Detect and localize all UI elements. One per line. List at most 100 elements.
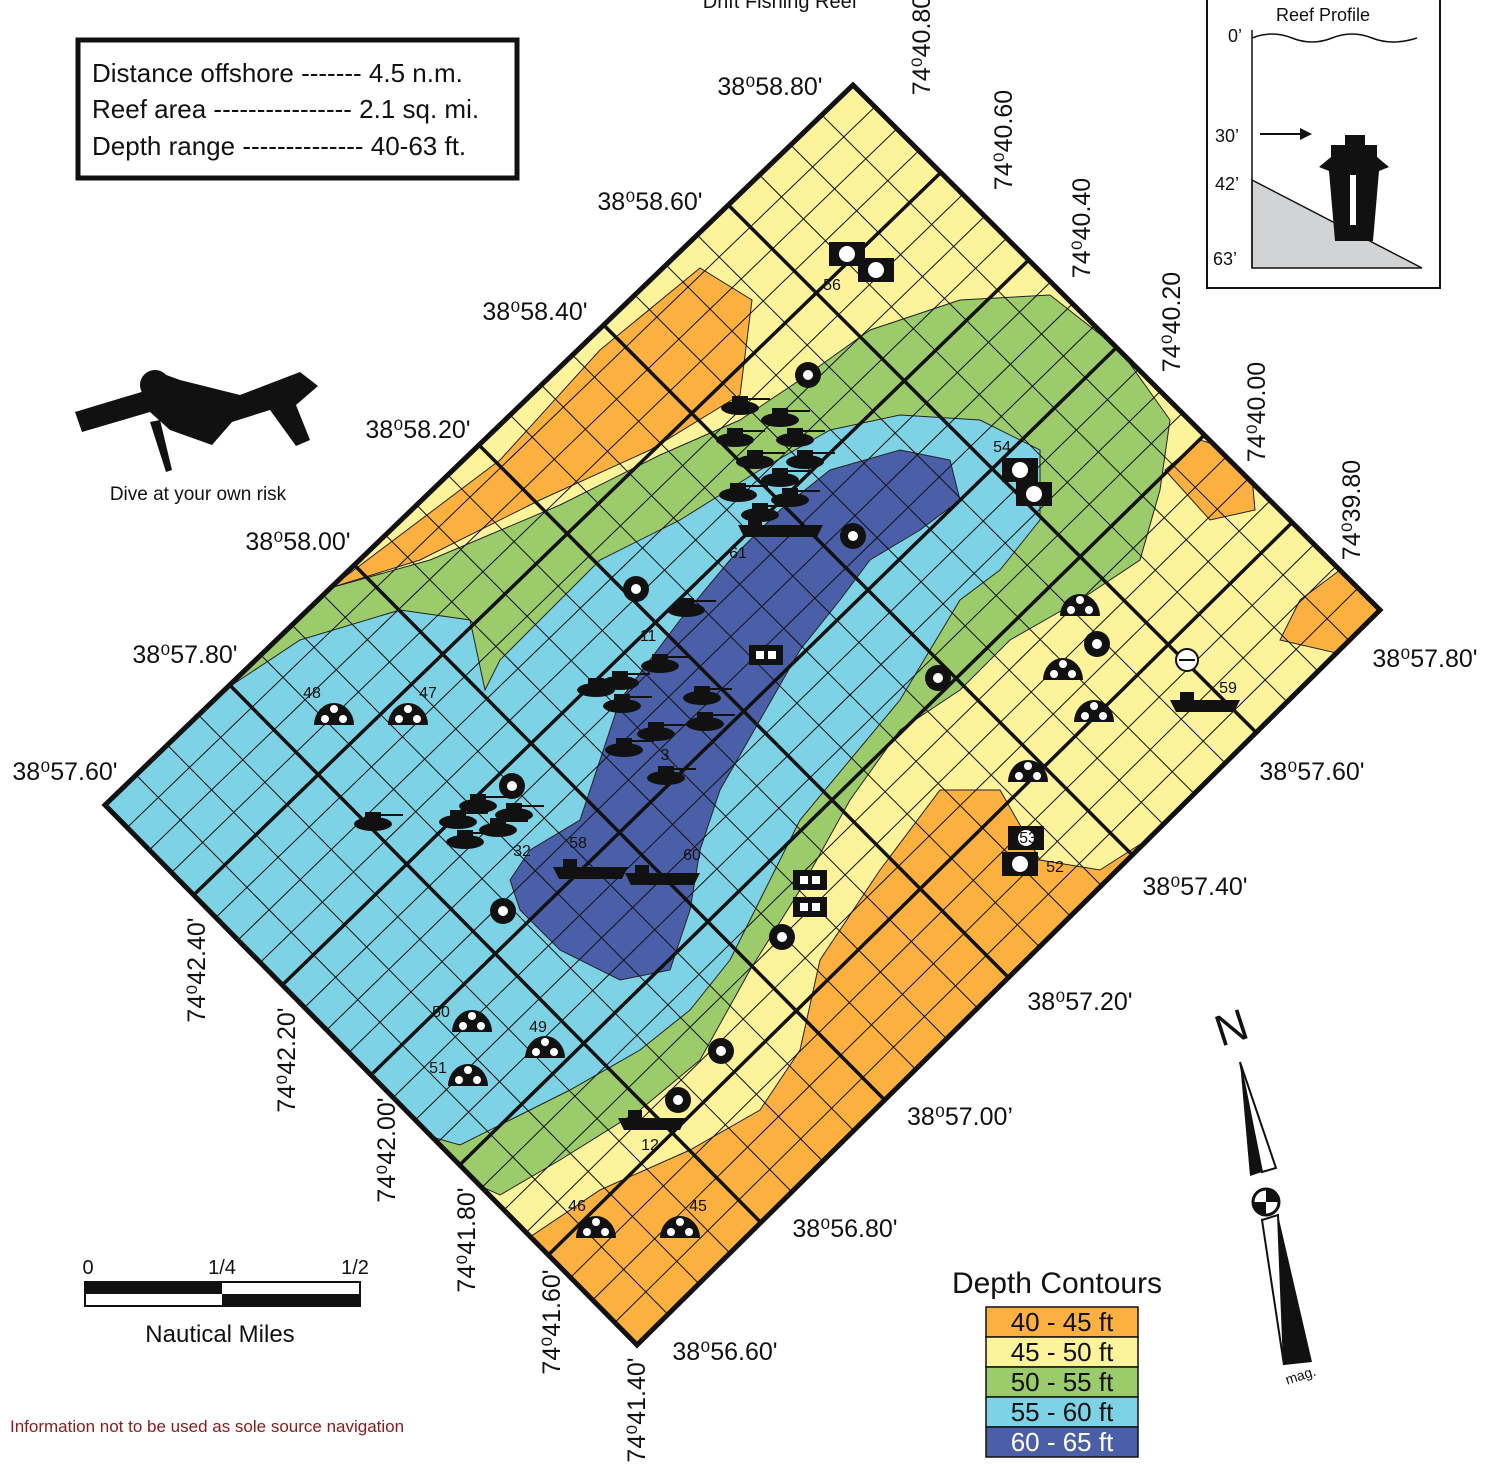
tank	[641, 659, 679, 673]
labels: 38⁰58.80' 38⁰58.60' 38⁰58.40' 38⁰58.20' 38⁰5…	[12, 0, 1477, 1463]
longitude-label: 74⁰39.80	[1338, 460, 1366, 560]
reef-boundary	[101, 81, 1384, 1349]
reef-ball-hole	[1033, 772, 1041, 780]
reef-ball-hole	[1099, 712, 1107, 720]
longitude-label: 74⁰41.60'	[538, 1269, 566, 1374]
reef-ball-hole	[321, 715, 329, 723]
grid-line	[821, 114, 1350, 641]
info-box	[75, 37, 520, 181]
ring-hole	[498, 906, 508, 916]
ring-hole	[777, 932, 787, 942]
legend-label: 55 - 60 ft	[1011, 1397, 1114, 1427]
site-number: 49	[529, 1019, 547, 1036]
legend-title: Depth Contours	[952, 1267, 1162, 1300]
site-number: 45	[689, 1198, 707, 1215]
tank-turret	[678, 598, 694, 606]
map-title: Drift Fishing Reef	[703, 0, 858, 13]
tank-turret	[457, 830, 473, 838]
site-number: 12	[641, 1137, 659, 1154]
box-hole	[1012, 462, 1028, 478]
legend-label: 45 - 50 ft	[1011, 1337, 1114, 1367]
ship-wreck	[738, 525, 823, 537]
tank-turret	[747, 450, 763, 458]
ship-wreck	[618, 1118, 686, 1130]
tank-turret	[365, 812, 381, 820]
reef-ball-hole	[339, 715, 347, 723]
longitude-label: 74⁰40.20	[1158, 272, 1186, 372]
legend-swatch	[985, 1336, 1139, 1368]
tank-turret	[752, 503, 768, 511]
latitude-label: 38⁰58.40'	[482, 298, 587, 326]
reef-ball-hole	[459, 1022, 467, 1030]
site-number: 48	[303, 685, 321, 702]
legend-swatch	[985, 1426, 1139, 1458]
reef-ball-hole	[473, 1076, 481, 1084]
tank	[716, 433, 754, 447]
tank-turret	[658, 766, 674, 774]
tank	[667, 603, 705, 617]
box-hole	[1026, 486, 1042, 502]
reef-ball-hole	[676, 1218, 684, 1226]
tank-turret	[450, 810, 466, 818]
latitude-label: 38⁰57.40'	[1142, 873, 1247, 901]
block-hole	[768, 651, 776, 659]
reef-ball-hole	[1059, 660, 1067, 668]
tank	[354, 817, 392, 831]
tank	[577, 683, 615, 697]
ship-wreck	[553, 867, 628, 879]
ship-cabin	[563, 859, 577, 867]
contour-band	[329, 267, 753, 589]
latitude-label: 38⁰58.80'	[717, 73, 822, 101]
ship-wreck	[1170, 700, 1240, 712]
reef-ball-hole	[592, 1218, 600, 1226]
block-hole	[756, 651, 764, 659]
block-hole	[800, 903, 808, 911]
reef-ball-hole	[1068, 670, 1076, 678]
reef-ball-hole	[464, 1066, 472, 1074]
tank-turret	[727, 428, 743, 436]
info-line: Depth range -------------- 40-63 ft.	[92, 131, 466, 161]
latitude-label: 38⁰57.80'	[132, 641, 237, 669]
scale-tick: 1/4	[208, 1257, 236, 1279]
tank-turret	[470, 794, 486, 802]
legend-label: 40 - 45 ft	[1011, 1307, 1114, 1337]
site-number: 47	[419, 685, 437, 702]
reef-ball-hole	[532, 1048, 540, 1056]
box-hole	[839, 246, 855, 262]
reef-ball-hole	[404, 705, 412, 713]
reef-ball-hole	[1081, 712, 1089, 720]
block-hole	[812, 903, 820, 911]
reef-ball-hole	[1076, 596, 1084, 604]
tank-turret	[697, 712, 713, 720]
ring-hole	[716, 1046, 726, 1056]
latitude-label: 38⁰57.20'	[1027, 988, 1132, 1016]
scale-segment	[222, 1294, 360, 1306]
site-number: 46	[568, 1198, 586, 1215]
reef-ball-hole	[667, 1228, 675, 1236]
tank	[721, 401, 759, 415]
legend-swatch	[985, 1306, 1139, 1338]
tank	[686, 717, 724, 731]
tank-turret	[506, 803, 522, 811]
north-arrow: N mag.	[1209, 1000, 1318, 1388]
box-hole	[1012, 856, 1028, 872]
tank	[439, 815, 477, 829]
tank-turret	[772, 468, 788, 476]
reef-ball-hole	[601, 1228, 609, 1236]
longitude-label: 74⁰40.60	[990, 90, 1018, 190]
longitude-label: 74⁰42.40'	[183, 917, 211, 1022]
scale-segment	[85, 1282, 222, 1294]
latitude-label: 38⁰58.20'	[365, 416, 470, 444]
info-line: Distance offshore ------- 4.5 n.m.	[92, 58, 463, 88]
magnetic-label: mag.	[1283, 1363, 1318, 1388]
tank	[761, 413, 799, 427]
site-number: 3	[661, 747, 670, 764]
disclaimer: Information not to be used as sole sourc…	[10, 1417, 404, 1436]
reef-ball-hole	[1090, 702, 1098, 710]
depth-label: 42’	[1215, 174, 1239, 194]
block-hole	[800, 876, 808, 884]
site-number: 54	[993, 439, 1011, 456]
tank-turret	[614, 694, 630, 702]
